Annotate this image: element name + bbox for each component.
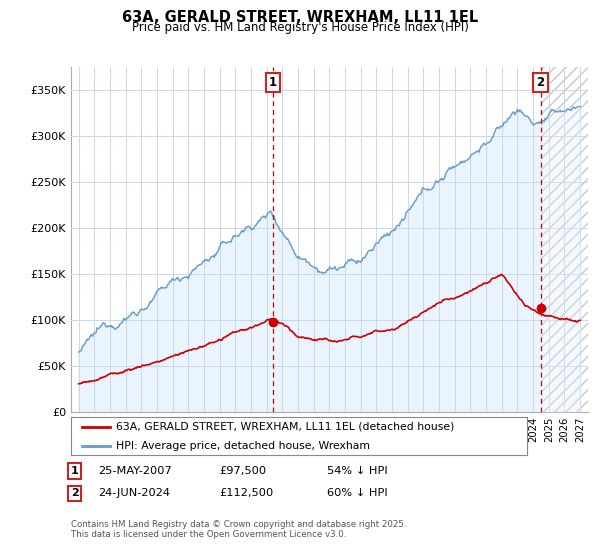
Text: 24-JUN-2024: 24-JUN-2024	[98, 488, 170, 498]
Text: HPI: Average price, detached house, Wrexham: HPI: Average price, detached house, Wrex…	[116, 441, 370, 451]
Text: 1: 1	[71, 466, 79, 476]
Text: £97,500: £97,500	[219, 466, 266, 476]
Text: £112,500: £112,500	[219, 488, 273, 498]
Bar	[541, 67, 588, 412]
Text: 60% ↓ HPI: 60% ↓ HPI	[327, 488, 388, 498]
Text: Contains HM Land Registry data © Crown copyright and database right 2025.
This d: Contains HM Land Registry data © Crown c…	[71, 520, 406, 539]
Text: 2: 2	[536, 76, 545, 89]
Text: 25-MAY-2007: 25-MAY-2007	[98, 466, 172, 476]
Text: Price paid vs. HM Land Registry's House Price Index (HPI): Price paid vs. HM Land Registry's House …	[131, 21, 469, 34]
Text: 63A, GERALD STREET, WREXHAM, LL11 1EL: 63A, GERALD STREET, WREXHAM, LL11 1EL	[122, 10, 478, 25]
Bar	[541, 67, 588, 412]
Text: 54% ↓ HPI: 54% ↓ HPI	[327, 466, 388, 476]
Text: 2: 2	[71, 488, 79, 498]
Text: 63A, GERALD STREET, WREXHAM, LL11 1EL (detached house): 63A, GERALD STREET, WREXHAM, LL11 1EL (d…	[116, 422, 455, 432]
Text: 1: 1	[269, 76, 277, 89]
